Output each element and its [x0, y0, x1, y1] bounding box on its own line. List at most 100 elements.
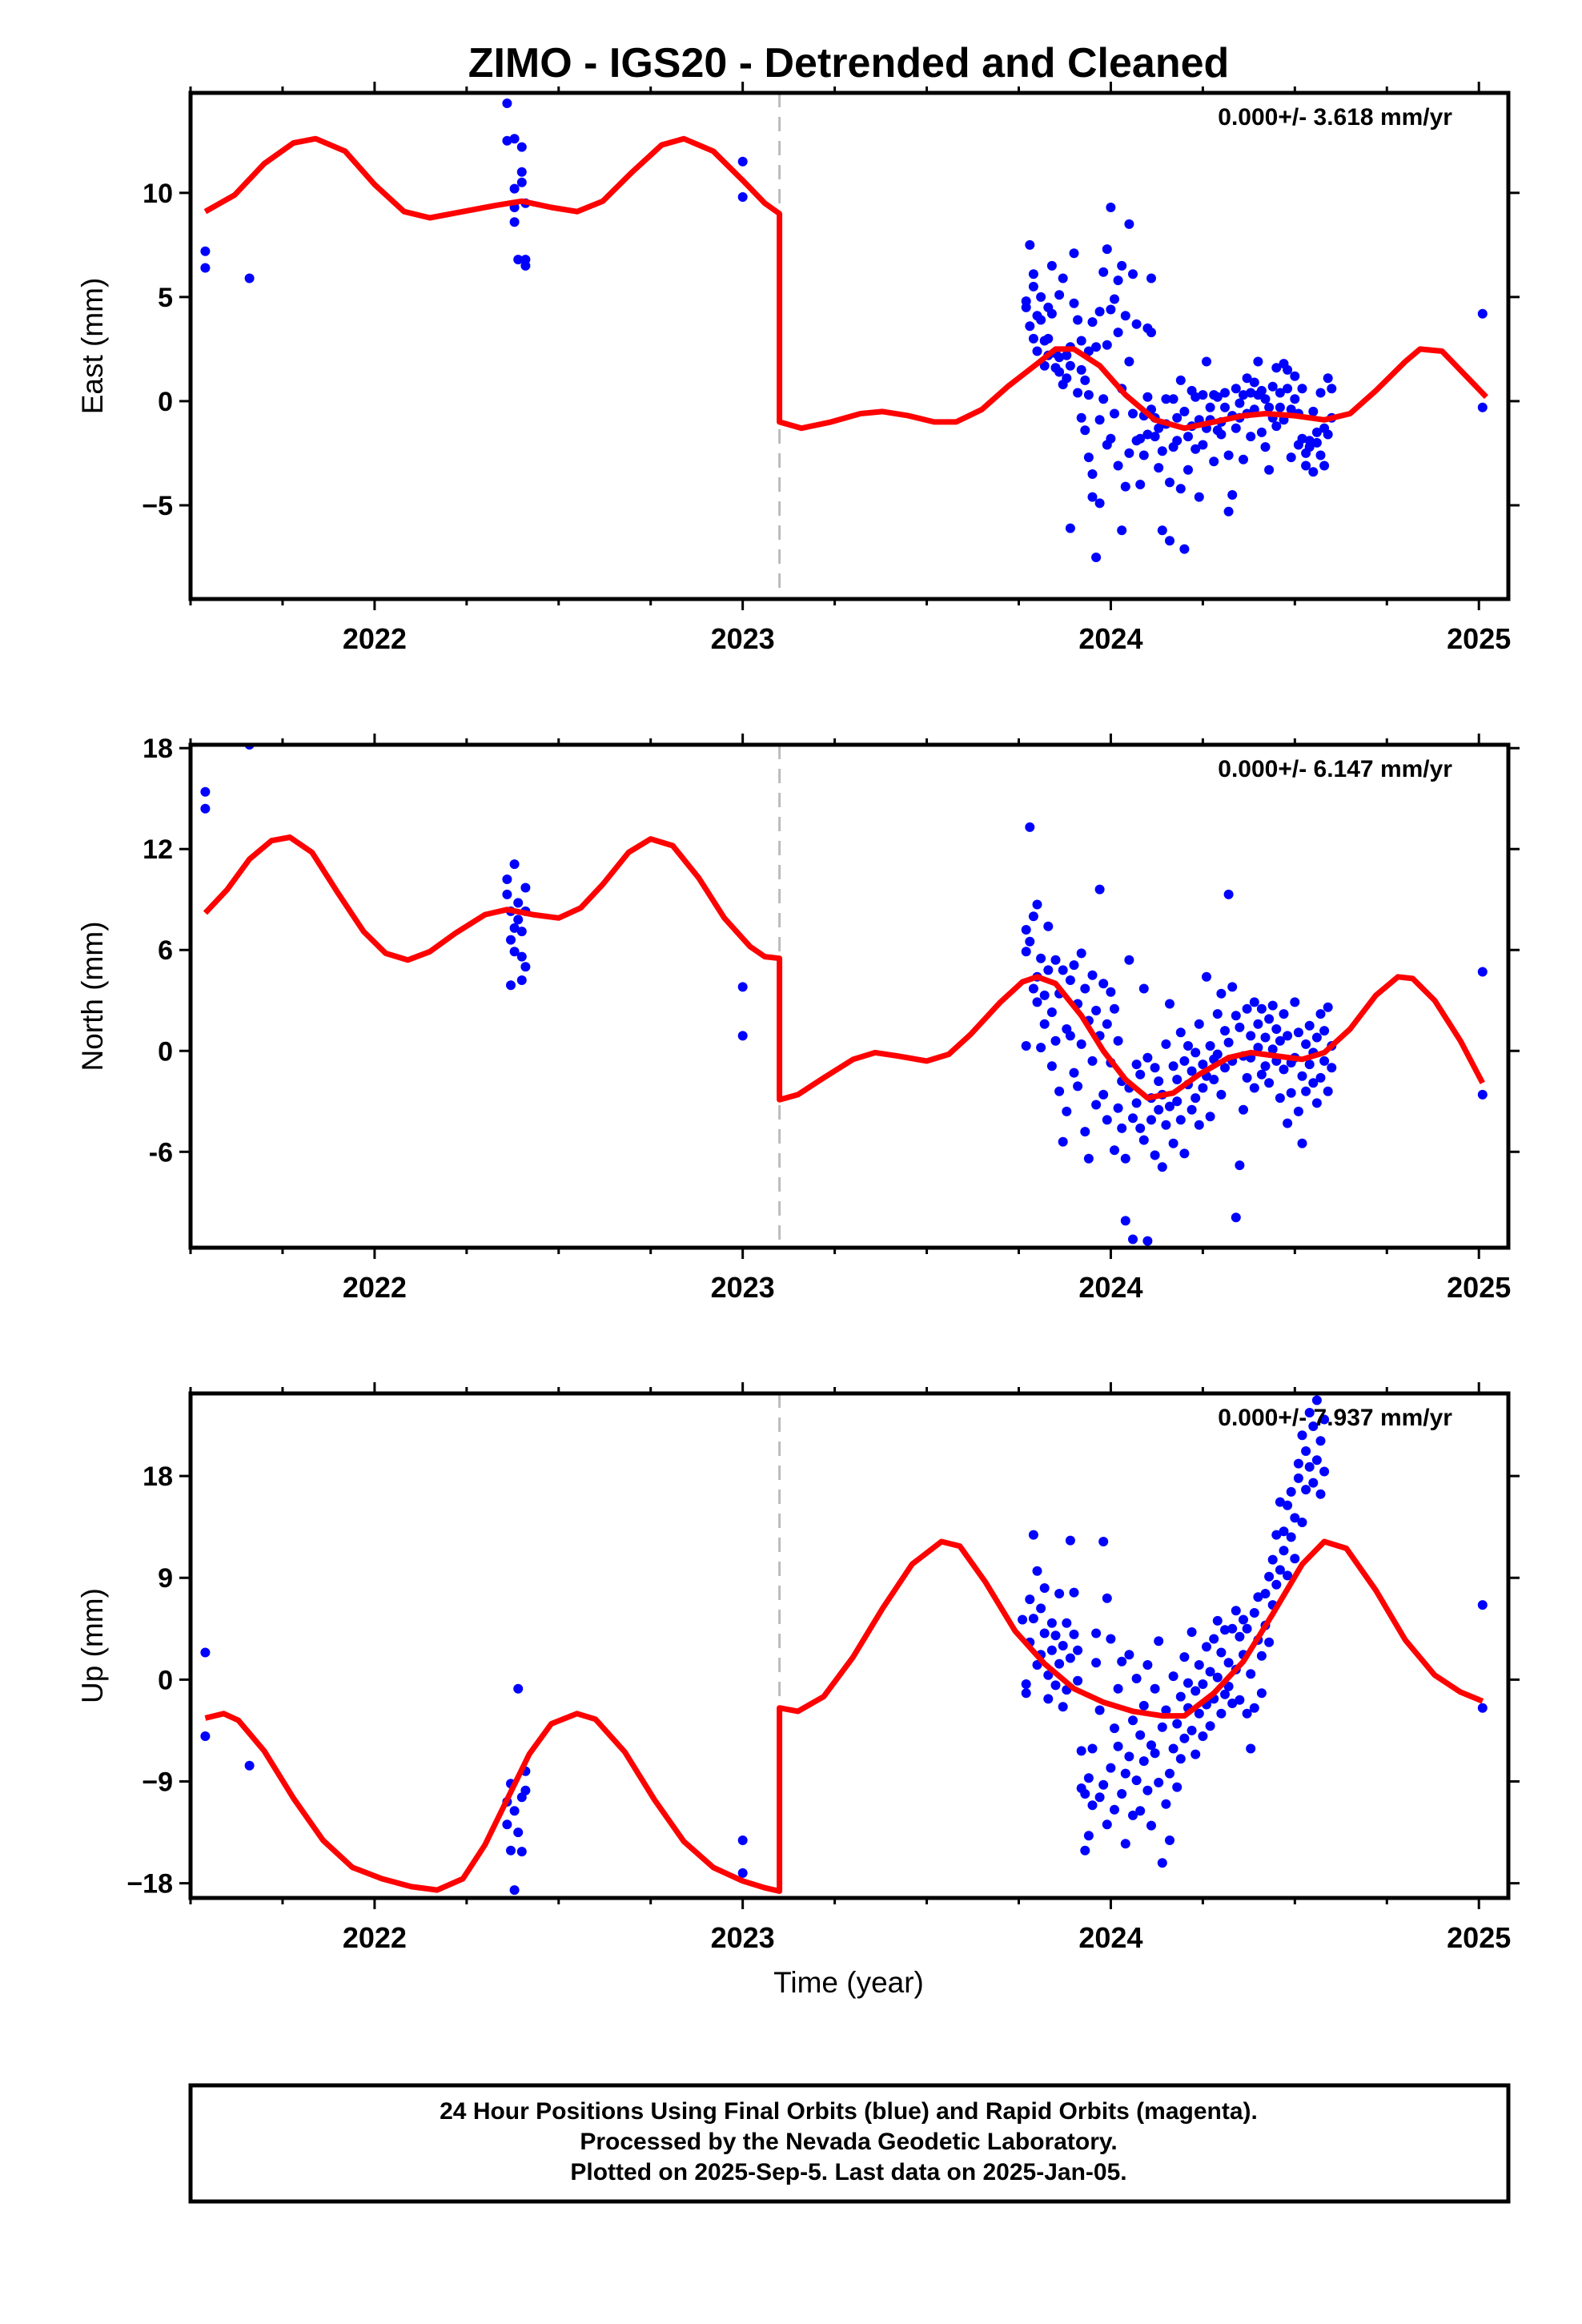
north-data-point — [1157, 1162, 1167, 1172]
up-x-tick-label: 2024 — [1078, 1921, 1142, 1954]
up-data-point — [1253, 1592, 1263, 1602]
up-data-point — [1477, 1600, 1488, 1610]
up-data-point — [244, 1760, 255, 1771]
east-data-point — [1220, 388, 1230, 398]
east-x-tick-label: 2025 — [1447, 622, 1511, 655]
up-data-points — [200, 1395, 1488, 1896]
up-data-point — [1102, 1819, 1112, 1830]
east-data-point — [1113, 275, 1123, 286]
north-data-point — [1304, 1020, 1315, 1031]
up-data-point — [1216, 1708, 1227, 1719]
up-data-point — [1138, 1700, 1149, 1711]
up-data-point — [1311, 1455, 1322, 1466]
caption-line-3: Plotted on 2025-Sep-5. Last data on 2025… — [570, 2159, 1126, 2185]
north-data-point — [1267, 1000, 1278, 1011]
north-data-point — [1043, 965, 1054, 975]
up-data-point — [1106, 1763, 1116, 1773]
up-data-point — [1235, 1631, 1245, 1642]
east-data-point — [1083, 452, 1094, 463]
east-data-point — [1087, 492, 1098, 502]
east-data-point — [1069, 248, 1079, 259]
up-data-point — [1271, 1579, 1282, 1590]
north-data-point — [200, 803, 211, 814]
north-data-point — [1323, 1086, 1333, 1096]
up-data-point — [1043, 1670, 1054, 1680]
east-data-point — [1191, 444, 1201, 454]
east-data-point — [516, 167, 527, 177]
up-data-point — [1220, 1689, 1230, 1699]
north-data-point — [1028, 911, 1038, 922]
east-data-point — [1117, 260, 1127, 271]
up-data-point — [1098, 1537, 1109, 1546]
east-data-point — [1323, 429, 1333, 440]
up-data-point — [1028, 1614, 1038, 1624]
east-data-point — [1477, 402, 1488, 412]
up-data-point — [1094, 1792, 1105, 1803]
north-data-point — [1091, 1100, 1102, 1110]
east-data-point — [1106, 304, 1116, 315]
north-data-point — [1138, 1135, 1149, 1145]
north-data-point — [1223, 889, 1234, 899]
east-data-point — [1083, 390, 1094, 400]
east-model-curve — [203, 135, 1488, 432]
east-data-point — [1110, 294, 1119, 304]
north-data-point — [1110, 1003, 1119, 1014]
east-panel: −5 0 5 10 2022 2023 2024 2025 East (mm) 0.000+/- … — [76, 82, 1520, 655]
north-model-curve — [203, 834, 1485, 1103]
up-data-point — [1117, 1656, 1127, 1667]
east-data-point — [737, 192, 748, 202]
up-data-point — [1120, 1768, 1130, 1779]
north-data-point — [1065, 975, 1075, 985]
east-data-point — [1076, 336, 1086, 346]
north-data-point — [1150, 1063, 1160, 1073]
north-data-point — [1154, 1076, 1164, 1087]
up-data-point — [1113, 1683, 1123, 1694]
north-data-point — [1283, 1118, 1293, 1128]
up-data-point — [1235, 1695, 1245, 1705]
north-data-point — [1323, 1002, 1333, 1012]
up-data-point — [1131, 1775, 1142, 1786]
up-data-point — [1304, 1462, 1315, 1472]
up-data-point — [1315, 1489, 1326, 1499]
up-data-point — [1172, 1782, 1182, 1792]
east-data-point — [1290, 371, 1300, 381]
north-data-point — [1135, 1069, 1146, 1080]
north-data-point — [1036, 953, 1046, 963]
east-data-point — [1065, 360, 1075, 371]
north-data-point — [1267, 1044, 1278, 1055]
north-data-point — [1235, 1022, 1245, 1032]
north-data-point — [1253, 1019, 1263, 1029]
up-data-point — [1046, 1645, 1057, 1655]
up-data-point — [1186, 1725, 1197, 1735]
north-data-point — [1220, 1063, 1230, 1073]
east-data-point — [1315, 388, 1326, 398]
east-data-point — [1220, 402, 1230, 412]
east-data-point — [1216, 429, 1227, 440]
east-data-points — [200, 99, 1488, 562]
up-data-point — [1058, 1702, 1068, 1712]
east-data-point — [1239, 454, 1248, 464]
up-x-tick-label: 2022 — [343, 1921, 407, 1954]
east-data-point — [1477, 308, 1488, 319]
north-data-point — [1113, 1103, 1123, 1113]
east-data-point — [1260, 442, 1271, 452]
north-data-point — [1179, 1148, 1190, 1159]
up-data-point — [1290, 1513, 1300, 1523]
north-y-tick-label: 6 — [158, 935, 173, 966]
north-data-point — [1311, 1032, 1322, 1043]
north-data-point — [1235, 1160, 1245, 1171]
up-data-point — [1069, 1629, 1079, 1639]
east-data-point — [1286, 404, 1296, 415]
north-data-point — [1161, 1039, 1171, 1049]
up-data-point — [1018, 1614, 1028, 1625]
up-data-point — [1301, 1485, 1311, 1495]
east-data-point — [1150, 432, 1160, 442]
up-data-point — [1191, 1749, 1201, 1759]
east-data-point — [1311, 427, 1322, 437]
east-data-point — [1039, 360, 1050, 371]
up-data-point — [1080, 1789, 1090, 1799]
north-data-point — [1120, 1153, 1130, 1164]
east-data-point — [1168, 394, 1178, 404]
north-data-point — [1076, 948, 1086, 959]
